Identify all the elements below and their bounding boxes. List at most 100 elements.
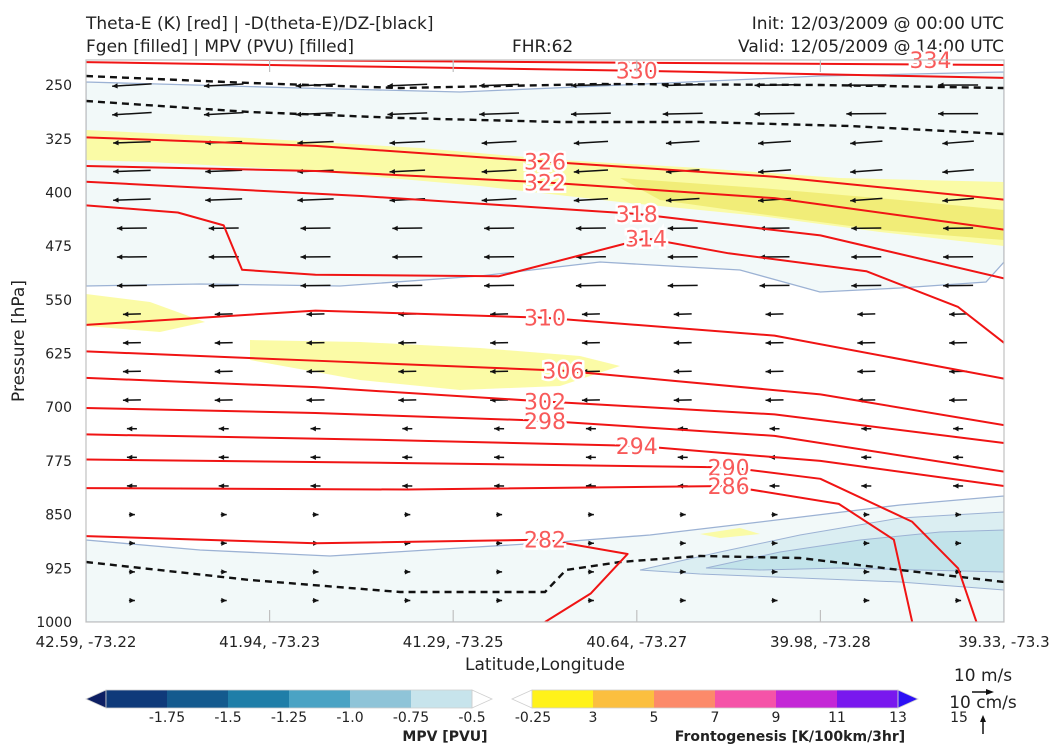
- wind-vector: [484, 225, 515, 231]
- wind-vector: [122, 368, 141, 375]
- wind-vector: [942, 197, 974, 204]
- theta-e-label-310: 310: [524, 307, 566, 332]
- y-tick-label: 625: [45, 347, 72, 363]
- wind-vector: [398, 397, 417, 403]
- wind-vector: [128, 512, 135, 518]
- wind-vector: [953, 483, 964, 489]
- theta-e-contour-334: [141, 60, 1004, 67]
- theta-e-contour-326: [86, 136, 1004, 201]
- wind-vector: [402, 426, 413, 432]
- wind-vector: [938, 82, 979, 88]
- wind-vector: [312, 597, 319, 604]
- wind-vector: [863, 569, 870, 575]
- theta-e-layer: [86, 60, 1004, 622]
- wind-vector: [392, 225, 423, 231]
- colorbar-tick-label: -1.0: [336, 710, 363, 726]
- wind-vector: [846, 111, 887, 117]
- reference-vector-horizontal-arrow: [972, 689, 994, 695]
- wind-vector: [861, 454, 872, 460]
- wind-vector: [575, 283, 606, 289]
- theta-e-contour-314: [86, 204, 1004, 344]
- wind-vector: [214, 311, 233, 317]
- wind-vector: [496, 597, 503, 604]
- colorbar-extend-high: [471, 689, 493, 709]
- wind-vector: [496, 569, 503, 575]
- wind-vector: [128, 540, 135, 546]
- wind-vector: [955, 512, 962, 518]
- wind-vector: [850, 140, 883, 146]
- colorbar-swatch: [532, 690, 594, 708]
- wind-vector: [113, 197, 151, 203]
- colorbar-swatch: [654, 690, 716, 708]
- colorbar-swatch: [167, 690, 229, 708]
- colorbar-outline: [531, 689, 899, 709]
- colorbar-swatch: [776, 690, 838, 708]
- wind-vector: [846, 82, 887, 88]
- wind-vector: [857, 340, 876, 346]
- wind-vector: [758, 140, 791, 146]
- theta-e-contour-286: [86, 484, 914, 622]
- fgen-colorbar-title: Frontogenesis [K/100km/3hr]: [675, 729, 905, 745]
- wind-vector-layer: [112, 82, 979, 604]
- wind-vector: [673, 368, 692, 375]
- wind-vector: [404, 597, 411, 604]
- wind-vector: [754, 82, 795, 88]
- wind-vector: [754, 111, 795, 117]
- wind-vector: [220, 540, 227, 546]
- wind-vector: [112, 83, 152, 89]
- theta-e-contour-302: [86, 376, 1004, 445]
- wind-vector: [861, 426, 872, 432]
- y-tick-label: 550: [45, 293, 72, 309]
- wind-vector: [203, 83, 244, 89]
- wind-vector: [496, 512, 503, 518]
- wind-vector: [943, 283, 974, 289]
- wind-vector: [297, 140, 334, 146]
- wind-vector: [581, 340, 600, 346]
- theta-e-contour-282: [86, 535, 629, 622]
- y-tick-label: 850: [45, 508, 72, 524]
- colorbar-swatch: [837, 690, 899, 708]
- wind-vector: [496, 540, 503, 546]
- theta-e-label-282: 282: [524, 529, 566, 554]
- wind-vector: [673, 397, 692, 403]
- wind-vector: [398, 340, 417, 346]
- mpv-colorbar: -1.75 -1.5 -1.25 -1.0 -0.75 -0.5 -0.25: [85, 689, 551, 726]
- wind-vector: [128, 569, 135, 575]
- wind-vector: [673, 311, 692, 317]
- theta-e-contour-310: [86, 309, 1004, 380]
- fgen-fill-layer: [86, 130, 1004, 538]
- wind-vector: [479, 82, 520, 89]
- wind-vector: [310, 483, 321, 489]
- colorbar-tick-label: 15: [950, 710, 968, 726]
- wind-vector: [769, 483, 780, 489]
- wind-vector: [573, 140, 609, 146]
- wind-vector: [220, 597, 227, 604]
- theta-e-label-302: 302: [524, 390, 566, 415]
- mpv-colorbar-title: MPV [PVU]: [402, 729, 487, 745]
- theta-e-contour-298: [86, 406, 1004, 473]
- wind-vector: [673, 340, 692, 346]
- theta-e-label-306: 306: [542, 360, 584, 385]
- reference-vector-horizontal-label: 10 m/s: [954, 666, 1012, 686]
- y-tick-label: 925: [45, 561, 72, 577]
- wind-vector: [214, 340, 233, 346]
- wind-vector: [306, 340, 325, 346]
- colorbar-extend-low: [511, 689, 533, 709]
- wind-vector: [203, 111, 244, 118]
- wind-vector: [667, 225, 698, 231]
- wind-vector: [113, 140, 151, 146]
- colorbar-tick-label: 11: [828, 710, 846, 726]
- wind-vector: [306, 368, 325, 375]
- fgen-upper-band: [86, 130, 1004, 246]
- wind-vector: [665, 140, 700, 146]
- wind-vector: [481, 197, 517, 203]
- wind-vector: [484, 283, 515, 289]
- wind-vector: [955, 597, 962, 604]
- wind-vector: [126, 483, 137, 489]
- wind-vector: [481, 169, 517, 175]
- forecast-hour-label: FHR:62: [512, 37, 574, 57]
- wind-vector: [300, 225, 331, 231]
- theta-e-label-290: 290: [708, 456, 750, 481]
- wind-vector: [312, 512, 319, 518]
